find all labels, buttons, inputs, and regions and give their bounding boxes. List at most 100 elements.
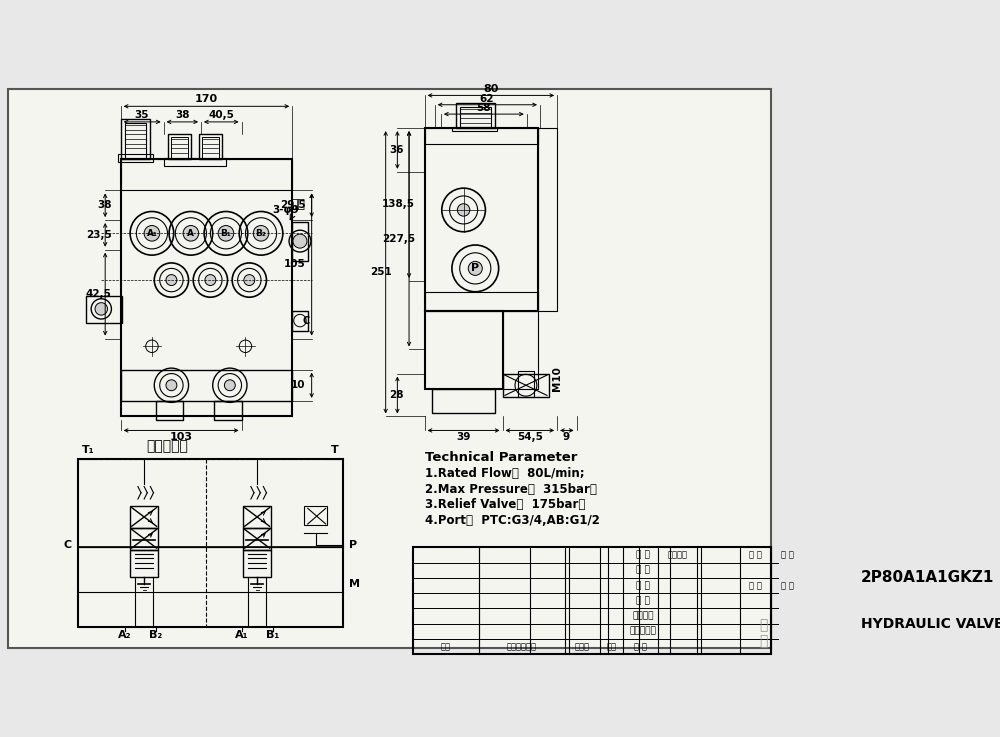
Bar [121, 159, 292, 190]
Bar [156, 401, 183, 420]
Text: 共 范: 共 范 [749, 581, 762, 590]
Bar [243, 506, 271, 528]
Text: 液压原理图: 液压原理图 [147, 439, 188, 453]
Circle shape [244, 275, 255, 285]
Bar [125, 122, 146, 158]
Bar [432, 389, 495, 413]
Text: 38: 38 [175, 110, 190, 120]
Bar [130, 528, 158, 550]
Bar [243, 528, 271, 550]
Text: 2.Max Pressure：  315bar，: 2.Max Pressure： 315bar， [425, 483, 597, 496]
Text: 4.Port：  PTC:G3/4,AB:G1/2: 4.Port： PTC:G3/4,AB:G1/2 [425, 514, 600, 527]
Text: 10: 10 [291, 380, 305, 391]
Circle shape [224, 380, 235, 391]
Text: 3-φ9: 3-φ9 [273, 205, 299, 215]
Text: 更改人: 更改人 [575, 642, 590, 651]
Bar [460, 107, 491, 128]
Circle shape [457, 203, 470, 216]
Bar [292, 311, 308, 331]
Circle shape [218, 226, 234, 241]
Text: 170: 170 [195, 94, 218, 103]
Text: 28: 28 [389, 390, 404, 400]
Text: 标记: 标记 [441, 642, 451, 651]
Bar [171, 138, 188, 158]
Bar [413, 548, 771, 654]
Text: 制 图: 制 图 [636, 566, 650, 575]
Text: A₁: A₁ [146, 228, 157, 238]
Text: B₂: B₂ [256, 228, 266, 238]
Bar [214, 401, 242, 420]
Text: 227,5: 227,5 [382, 234, 415, 244]
Bar [130, 550, 158, 577]
Text: 23,5: 23,5 [86, 230, 111, 240]
Text: Technical Parameter: Technical Parameter [425, 452, 577, 464]
Text: C: C [64, 540, 72, 550]
Text: A₂: A₂ [118, 629, 131, 640]
Text: 重 量: 重 量 [749, 551, 762, 559]
Bar [538, 128, 557, 311]
Circle shape [468, 262, 482, 276]
Text: 39: 39 [456, 433, 471, 442]
Text: B₁: B₁ [266, 629, 279, 640]
Text: 第 范: 第 范 [781, 581, 793, 590]
Circle shape [205, 275, 216, 285]
Text: 激
浪: 激 浪 [759, 618, 768, 649]
Bar [425, 128, 538, 144]
Bar [86, 296, 122, 323]
Text: 36: 36 [389, 145, 404, 155]
Text: 标准化检查: 标准化检查 [629, 626, 656, 636]
Bar [118, 154, 153, 161]
Circle shape [293, 234, 307, 248]
Text: A: A [187, 228, 194, 238]
Bar [456, 103, 495, 128]
Text: P: P [349, 540, 357, 550]
Circle shape [144, 226, 160, 241]
Text: 251: 251 [370, 268, 392, 277]
Text: 1.Rated Flow：  80L/min;: 1.Rated Flow： 80L/min; [425, 467, 584, 480]
Text: 138,5: 138,5 [382, 200, 415, 209]
Text: 80: 80 [483, 84, 499, 94]
Bar [292, 222, 308, 261]
Text: 58: 58 [477, 103, 491, 113]
Text: M: M [349, 579, 360, 589]
Text: 3.Relief Valve：  175bar；: 3.Relief Valve： 175bar； [425, 498, 585, 511]
Text: HYDRAULIC VALVE: HYDRAULIC VALVE [861, 617, 1000, 631]
Text: 比 例: 比 例 [781, 551, 793, 559]
Text: T: T [331, 445, 339, 455]
Text: 40,5: 40,5 [208, 110, 234, 120]
Circle shape [183, 226, 199, 241]
Text: 通孔: 通孔 [290, 198, 306, 220]
Text: 设 计: 设 计 [636, 551, 650, 559]
Text: 103: 103 [169, 433, 192, 442]
Bar [425, 128, 538, 311]
Text: 描 图: 描 图 [636, 581, 650, 590]
Text: 35: 35 [135, 110, 149, 120]
Bar [452, 127, 497, 131]
Text: 日期: 日期 [607, 642, 617, 651]
Text: 9: 9 [563, 433, 570, 442]
Text: 牛 对: 牛 对 [636, 596, 650, 605]
Bar [243, 550, 271, 577]
Bar [503, 311, 538, 389]
Bar [121, 119, 150, 159]
Text: M10: M10 [552, 366, 562, 391]
Text: 54,5: 54,5 [517, 433, 543, 442]
Text: 图样标记: 图样标记 [668, 551, 688, 559]
Text: C: C [303, 315, 310, 326]
Text: 105: 105 [284, 259, 305, 270]
Text: 42,5: 42,5 [86, 289, 111, 299]
Bar [518, 371, 534, 397]
Circle shape [166, 380, 177, 391]
Circle shape [166, 275, 177, 285]
Text: A₁: A₁ [235, 629, 248, 640]
Text: 更改内容概要: 更改内容概要 [507, 642, 537, 651]
Bar [121, 159, 292, 416]
Bar [425, 311, 503, 389]
Bar [199, 134, 222, 159]
Text: 38: 38 [97, 200, 111, 210]
Text: 签 批: 签 批 [634, 642, 647, 651]
Bar [168, 134, 191, 159]
Bar [164, 158, 226, 166]
Bar [503, 374, 549, 397]
Circle shape [95, 303, 108, 315]
